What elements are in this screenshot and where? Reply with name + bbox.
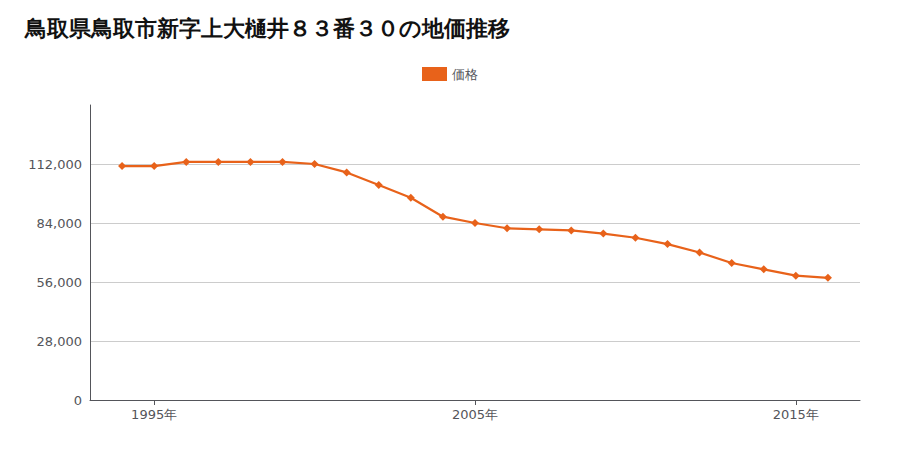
svg-text:1995年: 1995年 <box>131 407 177 422</box>
svg-text:鳥取県鳥取市新字上大樋井８３番３０の地価推移: 鳥取県鳥取市新字上大樋井８３番３０の地価推移 <box>24 16 510 41</box>
svg-text:価格: 価格 <box>452 67 478 82</box>
svg-text:2015年: 2015年 <box>773 407 819 422</box>
svg-text:84,000: 84,000 <box>37 216 83 231</box>
svg-text:112,000: 112,000 <box>28 157 82 172</box>
svg-text:2005年: 2005年 <box>452 407 498 422</box>
svg-text:0: 0 <box>74 393 82 408</box>
svg-text:56,000: 56,000 <box>37 275 83 290</box>
svg-text:28,000: 28,000 <box>37 334 83 349</box>
